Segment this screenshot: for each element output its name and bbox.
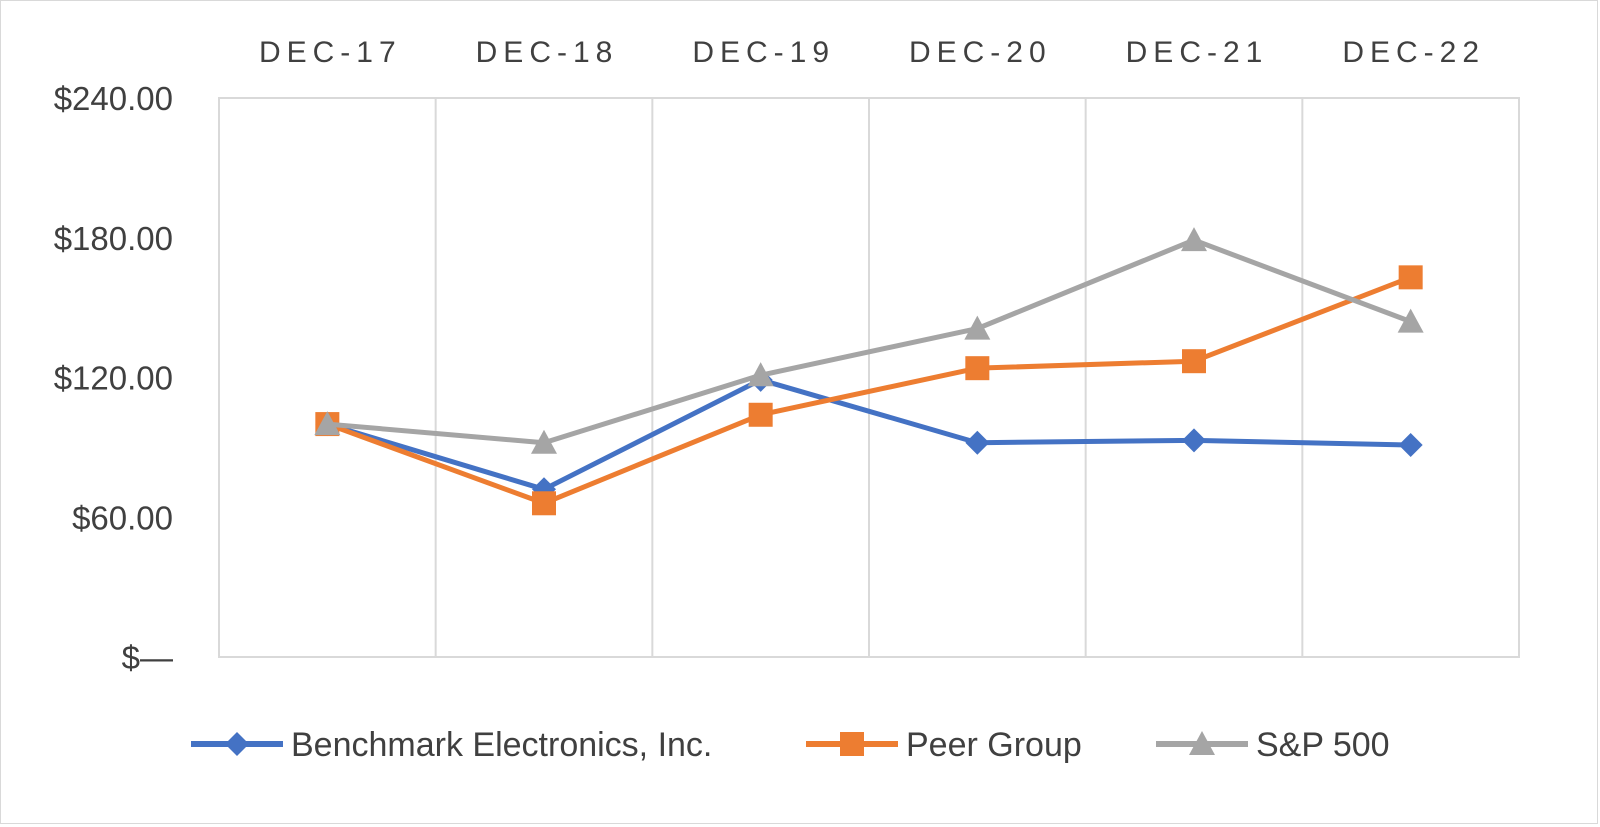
series-line	[326, 377, 1411, 492]
data-point	[1398, 433, 1423, 458]
series-3	[314, 227, 1424, 454]
data-point	[965, 430, 990, 455]
legend-label: S&P 500	[1256, 726, 1390, 764]
x-tick-label: DEC-21	[1126, 36, 1269, 69]
data-point	[1182, 349, 1206, 374]
legend-marker	[225, 732, 249, 756]
legend-item: S&P 500	[1156, 726, 1390, 764]
y-tick-label: $60.00	[72, 499, 173, 536]
data-point	[1397, 308, 1424, 333]
y-tick-label: $120.00	[54, 360, 173, 397]
y-tick-label: $180.00	[54, 220, 173, 257]
x-tick-label: DEC-19	[692, 36, 835, 69]
x-tick-label: DEC-18	[476, 36, 619, 69]
legend-marker	[840, 732, 864, 756]
data-point	[1181, 227, 1207, 252]
legend-label: Benchmark Electronics, Inc.	[291, 726, 712, 764]
data-point	[532, 491, 556, 516]
y-tick-label: $240.00	[54, 80, 173, 117]
x-tick-label: DEC-17	[259, 36, 402, 69]
x-tick-label: DEC-20	[909, 36, 1052, 69]
data-point	[965, 356, 990, 381]
x-tick-label: DEC-22	[1342, 36, 1485, 69]
data-point	[531, 429, 557, 454]
data-point	[1182, 428, 1206, 453]
legend-item: Benchmark Electronics, Inc.	[191, 726, 712, 764]
series-line	[327, 237, 1412, 446]
legend-item: Peer Group	[806, 726, 1082, 764]
data-point	[747, 362, 774, 387]
y-tick-label: $—	[122, 639, 173, 676]
data-point	[314, 411, 341, 436]
data-point	[964, 315, 991, 340]
series-2	[315, 265, 1423, 516]
legend-label: Peer Group	[906, 726, 1082, 764]
legend-marker	[1189, 731, 1215, 756]
series-line	[326, 275, 1412, 506]
data-point	[748, 402, 773, 427]
data-point	[1398, 265, 1423, 290]
